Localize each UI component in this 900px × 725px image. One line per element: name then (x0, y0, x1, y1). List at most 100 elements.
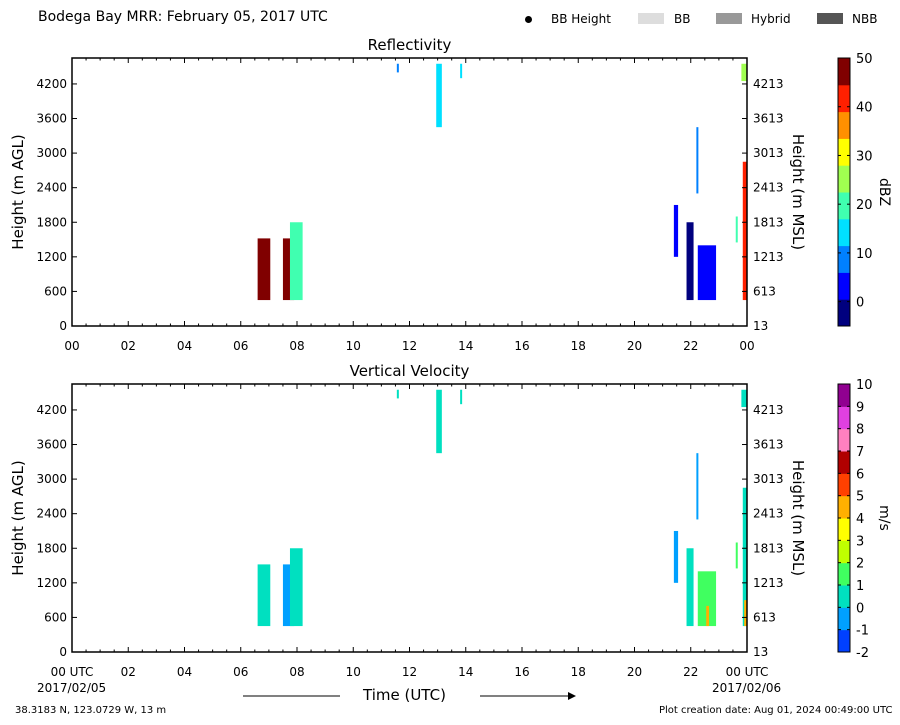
echo-cell (686, 548, 694, 627)
x-tick-label: 04 (177, 665, 192, 679)
y-axis-label: Height (m AGL) (9, 134, 27, 249)
echo-cell (673, 204, 679, 257)
creation-date-label: Plot creation date: Aug 01, 2024 00:49:0… (659, 705, 893, 716)
colorbar-segment (838, 299, 850, 327)
colorbar-tick-label: 0 (856, 601, 864, 616)
x-tick-label: 20 (627, 339, 642, 353)
colorbar-frame (837, 57, 851, 327)
colorbar-segment (838, 218, 850, 247)
plot-frame (71, 383, 748, 653)
echo-cell (257, 238, 271, 301)
x-tick-label: 08 (289, 665, 304, 679)
echo-cell (289, 548, 303, 627)
y-tick-label: 0 (59, 645, 67, 659)
y-tick-label: 4200 (36, 77, 67, 91)
colorbar-segment (838, 451, 850, 474)
x-tick-label: 18 (571, 339, 586, 353)
colorbar-tick-label: 7 (856, 445, 864, 460)
x-tick-label: 12 (402, 339, 417, 353)
colorbar-segment (838, 540, 850, 564)
y-tick-right-label: 3613 (753, 438, 784, 452)
colorbar-tick-label: 1 (856, 579, 864, 594)
echo-cell (282, 238, 295, 301)
y-tick-label: 1800 (36, 215, 67, 229)
y-tick-right-label: 2413 (753, 181, 784, 195)
plot-frame (71, 57, 748, 327)
echo-cell (696, 127, 699, 194)
echo-cell (396, 63, 399, 73)
colorbar-segment (838, 585, 850, 608)
y-tick-right-label: 1213 (753, 576, 784, 590)
y-tick-right-label: 4213 (753, 403, 784, 417)
y-tick-label: 1200 (36, 576, 67, 590)
x-tick-label: 16 (514, 339, 529, 353)
x-tick-label: 16 (514, 665, 529, 679)
colorbar-tick-label: 50 (856, 52, 873, 67)
echo-cell (696, 453, 699, 520)
y-tick-right-label: 13 (753, 319, 768, 333)
start-date-label: 2017/02/05 (37, 681, 107, 695)
colorbar-segment (838, 607, 850, 631)
colorbar-tick-label: -1 (856, 624, 869, 639)
colorbar-segment (838, 384, 850, 407)
echo-cell (257, 564, 271, 627)
x-tick-label: 12 (402, 665, 417, 679)
colorbar-tick-label: 30 (856, 149, 873, 164)
colorbar-segment (838, 406, 850, 430)
colorbar-label: dBZ (876, 178, 892, 206)
y-tick-right-label: 3613 (753, 112, 784, 126)
x-tick-label: 14 (458, 339, 473, 353)
echo-cell (282, 564, 295, 627)
colorbar-tick-label: 10 (856, 378, 873, 393)
x-tick-label: 22 (683, 339, 698, 353)
y-tick-label: 1800 (36, 541, 67, 555)
y-tick-label: 0 (59, 319, 67, 333)
x-tick-label: 18 (571, 665, 586, 679)
colorbar-segment (838, 428, 850, 452)
y-tick-right-label: 613 (753, 284, 776, 298)
echo-cell (460, 63, 463, 79)
panel-title: Reflectivity (368, 36, 452, 54)
colorbar-tick-label: 0 (856, 296, 864, 311)
x-tick-label: 06 (233, 339, 248, 353)
y-tick-right-label: 1813 (753, 541, 784, 555)
x-tick-label: 14 (458, 665, 473, 679)
colorbar-tick-label: 20 (856, 198, 873, 213)
colorbar-tick-label: 40 (856, 101, 873, 116)
y-tick-label: 600 (44, 284, 67, 298)
legend-swatch-bb (638, 13, 664, 24)
y-tick-right-label: 1213 (753, 250, 784, 264)
echo-cell (742, 161, 747, 301)
y-axis-right-label: Height (m MSL) (789, 134, 807, 250)
colorbar-tick-label: 3 (856, 534, 864, 549)
y-tick-right-label: 13 (753, 645, 768, 659)
x-tick-label: 02 (121, 665, 136, 679)
y-tick-right-label: 3013 (753, 472, 784, 486)
legend-label-hybrid: Hybrid (751, 12, 791, 26)
colorbar-tick-label: 9 (856, 400, 864, 415)
page-title: Bodega Bay MRR: February 05, 2017 UTC (38, 9, 328, 25)
colorbar-segment (838, 495, 850, 519)
echo-cell (742, 487, 747, 627)
y-tick-right-label: 613 (753, 610, 776, 624)
legend-label-nbb: NBB (852, 12, 878, 26)
colorbar-tick-label: 10 (856, 247, 873, 262)
colorbar-tick-label: 5 (856, 490, 864, 505)
x-tick-label: 00 UTC (51, 665, 94, 679)
colorbar-segment (838, 518, 850, 541)
bb-height-legend-marker (525, 16, 532, 23)
x-tick-label: 00 (739, 339, 754, 353)
colorbar-tick-label: 8 (856, 423, 864, 438)
y-axis-right-label: Height (m MSL) (789, 460, 807, 576)
colorbar-segment (838, 562, 850, 586)
echo-cell (460, 389, 463, 405)
y-axis-label: Height (m AGL) (9, 460, 27, 575)
x-tick-label: 00 UTC (726, 665, 769, 679)
x-tick-label: 02 (121, 339, 136, 353)
colorbar-tick-label: -2 (856, 646, 869, 661)
colorbar-segment (838, 245, 850, 273)
colorbar-segment (838, 629, 850, 653)
y-tick-label: 2400 (36, 507, 67, 521)
echo-cell (396, 389, 399, 399)
echo-cell (673, 530, 679, 583)
